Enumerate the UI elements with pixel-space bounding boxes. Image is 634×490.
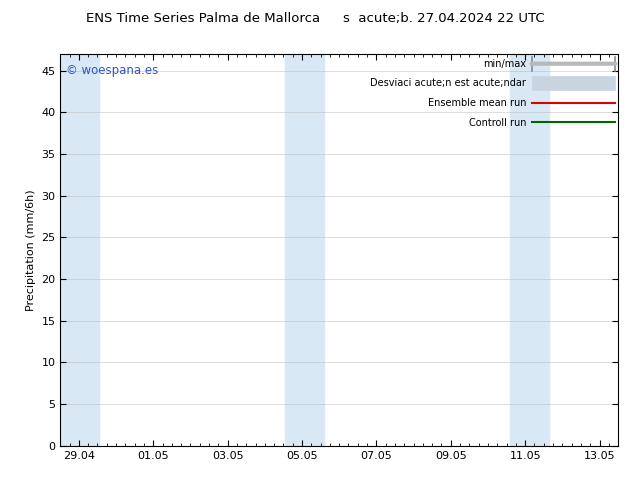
Text: Ensemble mean run: Ensemble mean run xyxy=(427,98,526,108)
Text: s  acute;b. 27.04.2024 22 UTC: s acute;b. 27.04.2024 22 UTC xyxy=(343,12,545,25)
Text: Controll run: Controll run xyxy=(469,118,526,127)
Bar xyxy=(60,54,100,446)
Bar xyxy=(532,76,616,90)
Y-axis label: Precipitation (mm/6h): Precipitation (mm/6h) xyxy=(26,189,36,311)
Bar xyxy=(285,54,325,446)
Text: Desviaci acute;n est acute;ndar: Desviaci acute;n est acute;ndar xyxy=(370,78,526,88)
Text: © woespana.es: © woespana.es xyxy=(66,64,158,77)
Text: ENS Time Series Palma de Mallorca: ENS Time Series Palma de Mallorca xyxy=(86,12,320,25)
Text: min/max: min/max xyxy=(483,59,526,69)
Bar xyxy=(510,54,549,446)
